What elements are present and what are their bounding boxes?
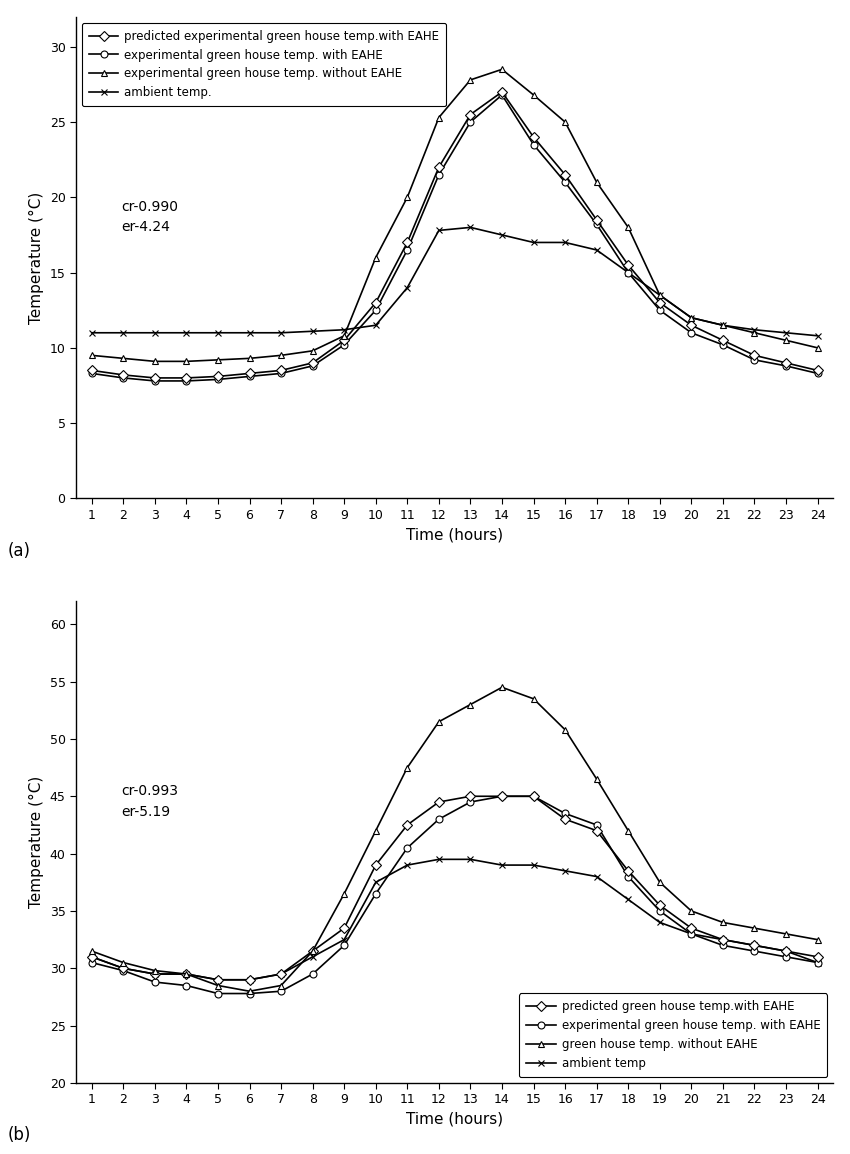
Text: (a): (a) xyxy=(8,541,31,560)
X-axis label: Time (hours): Time (hours) xyxy=(406,1112,503,1127)
Legend: predicted green house temp.with EAHE, experimental green house temp. with EAHE, : predicted green house temp.with EAHE, ex… xyxy=(519,994,827,1077)
Y-axis label: Temperature (°C): Temperature (°C) xyxy=(29,192,44,323)
Text: cr-0.990
er-4.24: cr-0.990 er-4.24 xyxy=(122,200,178,234)
Text: cr-0.993
er-5.19: cr-0.993 er-5.19 xyxy=(122,785,178,819)
Text: (b): (b) xyxy=(8,1126,31,1145)
Legend: predicted experimental green house temp.with EAHE, experimental green house temp: predicted experimental green house temp.… xyxy=(82,23,446,106)
Y-axis label: Temperature (°C): Temperature (°C) xyxy=(29,775,44,908)
X-axis label: Time (hours): Time (hours) xyxy=(406,527,503,542)
